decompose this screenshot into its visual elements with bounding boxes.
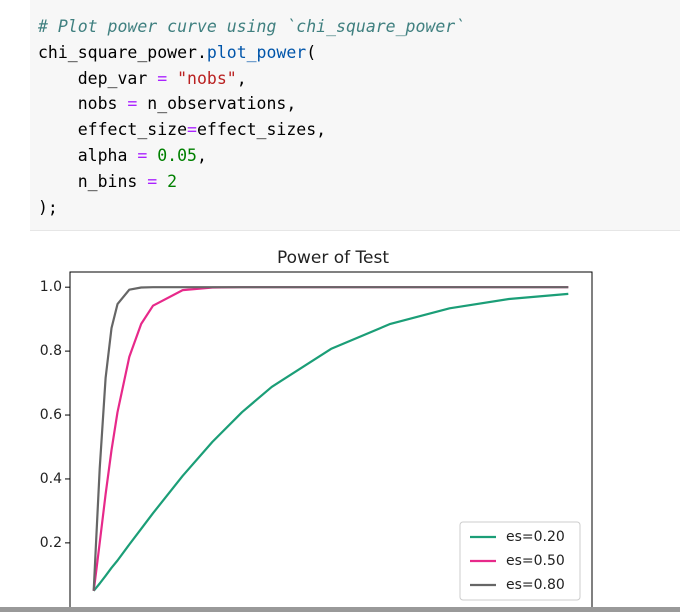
code-token: effect_sizes, (196, 120, 327, 140)
chart-title: Power of Test (277, 248, 389, 268)
code-token: "nobs" (177, 68, 237, 88)
code-token: plot_power (206, 42, 307, 62)
code-line: ); (38, 195, 465, 221)
code-token: , (196, 145, 207, 165)
code-token: effect_size (38, 120, 188, 140)
code-token: n_observations, (137, 94, 297, 114)
code-token: = (187, 120, 197, 140)
code-line: effect_size=effect_sizes, (38, 117, 465, 143)
line-series (92, 292, 569, 592)
comment: # Plot power curve using `chi_square_pow… (38, 17, 466, 36)
y-tick-label: 0.8 (40, 343, 62, 359)
scrollbar (0, 607, 680, 612)
code: # Plot power curve using `chi_square_pow… (38, 14, 465, 220)
code-token: ( (306, 42, 317, 62)
code-line: chi_square_power.plot_power( (38, 40, 465, 66)
legend-label: es=0.80 (506, 577, 565, 593)
code-token (157, 172, 167, 191)
code-token: = (137, 145, 148, 165)
code-token: = (147, 171, 158, 191)
code-line: n_bins = 2 (38, 169, 465, 195)
legend-box (459, 521, 581, 601)
code-token: n_bins (38, 171, 148, 191)
code-token: ); (38, 197, 58, 217)
code-token: 2 (167, 171, 178, 191)
legend-label: es=0.50 (506, 553, 565, 569)
code-token: 0.05 (157, 145, 197, 165)
code-line: alpha = 0.05, (38, 143, 465, 169)
y-tick-label: 0.2 (40, 535, 62, 551)
code-token (167, 69, 177, 88)
y-tick-label: 0.6 (40, 407, 62, 423)
chart: Power of Test 0.2 0.4 0.6 0.8 1.0 es=0.20 es=0… (40, 248, 593, 607)
code-token: chi_square_power. (38, 42, 207, 62)
code-token: , (236, 68, 247, 88)
code-token: = (157, 68, 168, 88)
code-token: nobs (38, 94, 128, 114)
code-token (147, 146, 157, 165)
y-tick-label: 0.4 (40, 471, 62, 487)
code-token: dep_var (38, 68, 158, 88)
code-line: dep_var = "nobs", (38, 66, 465, 92)
code-token: alpha (38, 145, 138, 165)
y-tick-label: 1.0 (40, 279, 62, 295)
code-cell: # Plot power curve using `chi_square_pow… (30, 0, 680, 231)
plot-area (69, 271, 593, 607)
code-token: = (127, 94, 138, 114)
legend-label: es=0.20 (506, 529, 565, 545)
code-line: # Plot power curve using `chi_square_pow… (38, 14, 465, 40)
code-line: nobs = n_observations, (38, 91, 465, 117)
line-series (92, 286, 569, 591)
